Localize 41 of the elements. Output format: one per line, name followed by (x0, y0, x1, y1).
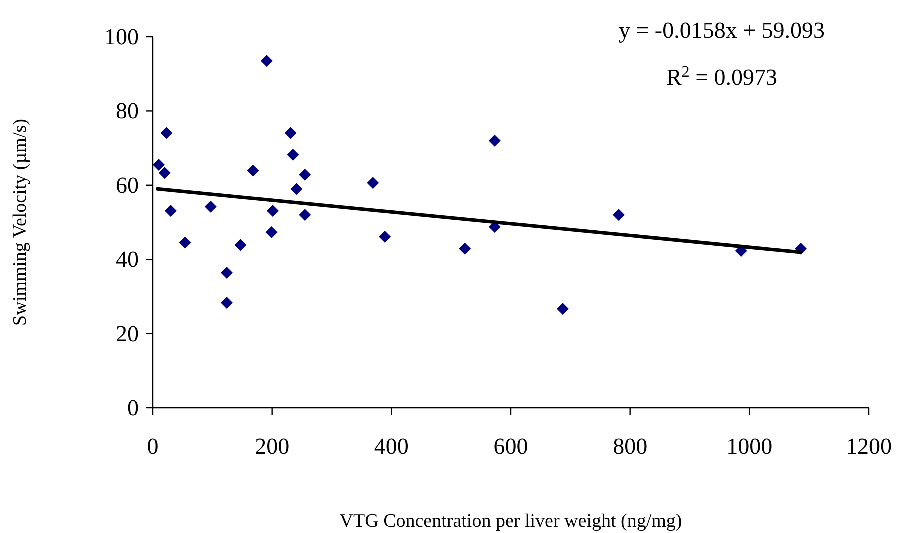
point (260, 55, 273, 68)
point (290, 183, 303, 196)
y-tick-label: 80 (116, 98, 139, 124)
y-tick-label: 60 (116, 172, 139, 198)
point (220, 266, 233, 279)
point (287, 148, 300, 161)
x-tick-label: 1200 (846, 434, 892, 459)
annotation: y = -0.0158x + 59.093 (618, 18, 826, 43)
point (152, 158, 165, 171)
y-axis-title: Swimming Velocity (µm/s) (10, 119, 31, 326)
point (160, 127, 173, 140)
point (459, 242, 472, 255)
point (299, 209, 312, 222)
point (266, 205, 279, 217)
y-tick-label: 40 (116, 247, 139, 272)
annotation: R$^{2}$ = 0.0973 (666, 64, 778, 90)
x-axis-title: VTG Concentration per liver weight (ng/mg) (340, 511, 682, 532)
point (488, 134, 501, 147)
x-tick-label: 800 (613, 434, 648, 459)
y-tick-label: 100 (104, 24, 139, 50)
point (379, 230, 392, 243)
x-tick-label: 600 (494, 434, 528, 459)
y-tick-label: 20 (116, 321, 139, 346)
y-tick-label: 0 (128, 396, 139, 420)
point (367, 177, 380, 190)
point (204, 200, 217, 213)
point (612, 209, 625, 222)
point (556, 302, 569, 315)
point (158, 167, 171, 180)
point (234, 239, 247, 252)
point (247, 164, 260, 177)
point (284, 127, 297, 140)
x-tick-label: 400 (374, 434, 409, 459)
point (220, 297, 233, 310)
x-tick-label: 200 (255, 434, 290, 459)
x-tick-label: 1000 (726, 434, 773, 459)
point (299, 169, 312, 182)
x-tick-label: 0 (147, 434, 159, 459)
point (179, 236, 192, 249)
point (266, 226, 278, 239)
point (164, 205, 177, 217)
